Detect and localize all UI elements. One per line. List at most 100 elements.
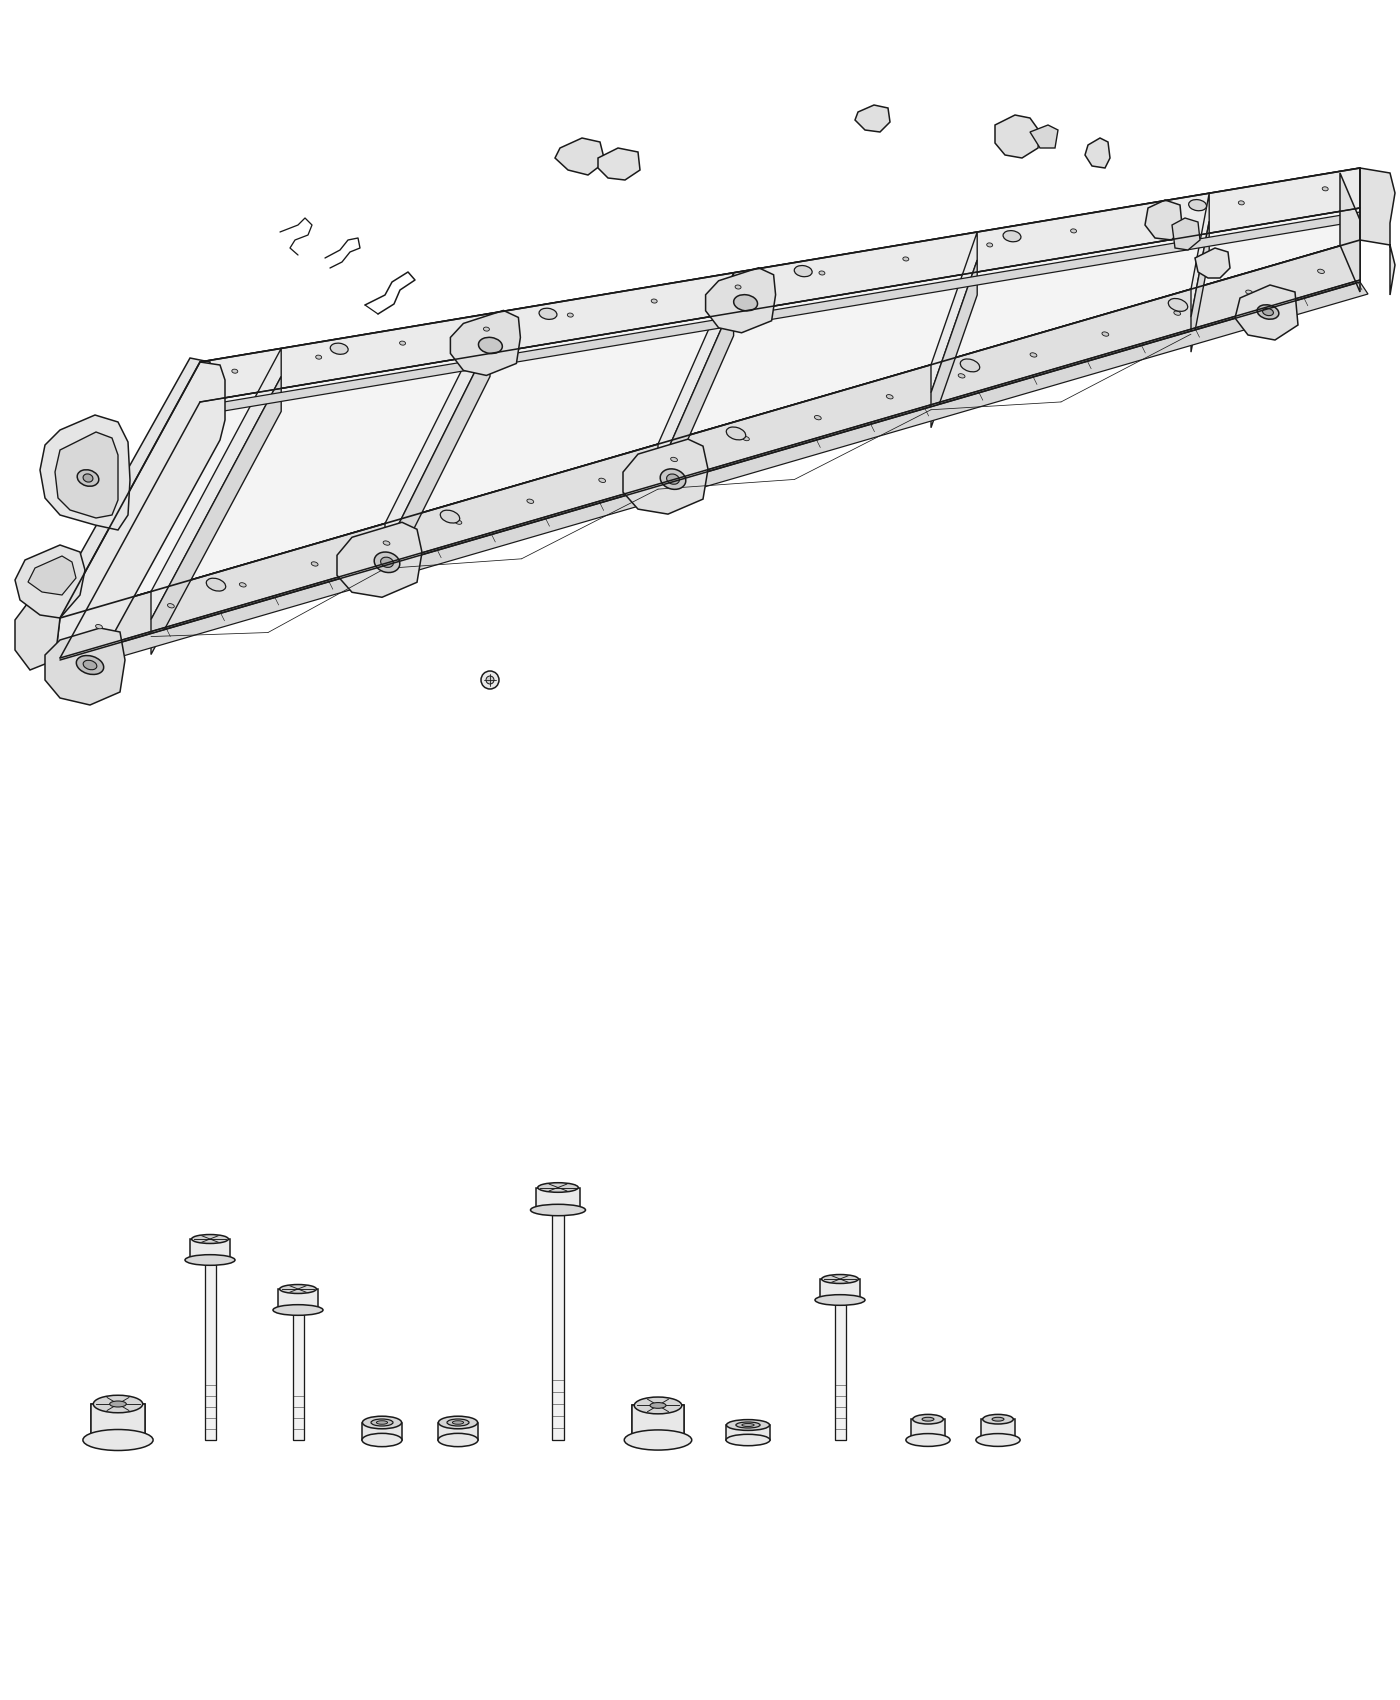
Ellipse shape <box>634 1397 682 1414</box>
Ellipse shape <box>666 474 679 484</box>
Ellipse shape <box>206 578 225 592</box>
Ellipse shape <box>1322 187 1329 190</box>
Polygon shape <box>200 212 1366 415</box>
Ellipse shape <box>381 558 393 568</box>
Ellipse shape <box>455 520 462 524</box>
Ellipse shape <box>1189 199 1207 211</box>
Ellipse shape <box>94 1396 143 1413</box>
Polygon shape <box>1145 201 1182 240</box>
Polygon shape <box>200 168 1359 401</box>
Ellipse shape <box>727 1435 770 1445</box>
Ellipse shape <box>363 1433 402 1447</box>
Polygon shape <box>363 1423 402 1440</box>
Ellipse shape <box>983 1414 1014 1425</box>
Polygon shape <box>1340 173 1359 292</box>
Ellipse shape <box>77 656 104 675</box>
Polygon shape <box>151 376 281 654</box>
Ellipse shape <box>661 469 686 490</box>
Polygon shape <box>1191 194 1210 318</box>
Polygon shape <box>28 556 76 595</box>
Ellipse shape <box>599 478 606 483</box>
Ellipse shape <box>913 1414 944 1425</box>
Ellipse shape <box>83 1430 153 1450</box>
Polygon shape <box>536 1188 580 1210</box>
Ellipse shape <box>239 583 246 586</box>
Ellipse shape <box>624 1430 692 1450</box>
Ellipse shape <box>815 1295 865 1306</box>
Polygon shape <box>60 168 1359 619</box>
Circle shape <box>486 677 494 683</box>
Bar <box>293 1311 304 1440</box>
Bar <box>204 1260 216 1440</box>
Ellipse shape <box>447 1420 469 1426</box>
Ellipse shape <box>734 294 757 311</box>
Polygon shape <box>598 148 640 180</box>
Polygon shape <box>931 260 977 428</box>
Ellipse shape <box>440 510 459 524</box>
Ellipse shape <box>958 374 965 377</box>
Ellipse shape <box>1246 291 1253 294</box>
Polygon shape <box>451 311 521 376</box>
Polygon shape <box>1235 286 1298 340</box>
Ellipse shape <box>976 1433 1021 1447</box>
Ellipse shape <box>987 243 993 246</box>
Ellipse shape <box>371 1420 393 1426</box>
Ellipse shape <box>567 313 573 318</box>
Polygon shape <box>151 348 281 619</box>
Polygon shape <box>279 1289 318 1311</box>
Polygon shape <box>855 105 890 133</box>
Ellipse shape <box>1173 311 1180 314</box>
Ellipse shape <box>650 1402 666 1408</box>
Ellipse shape <box>1239 201 1245 206</box>
Ellipse shape <box>384 541 391 546</box>
Ellipse shape <box>819 270 825 275</box>
Ellipse shape <box>1155 214 1161 219</box>
Ellipse shape <box>651 299 657 303</box>
Polygon shape <box>385 313 490 551</box>
Ellipse shape <box>1002 231 1021 241</box>
Polygon shape <box>15 588 60 670</box>
Bar <box>552 1210 564 1440</box>
Ellipse shape <box>727 1420 770 1430</box>
Polygon shape <box>337 522 421 597</box>
Polygon shape <box>931 231 977 393</box>
Ellipse shape <box>923 1418 934 1421</box>
Polygon shape <box>385 342 490 586</box>
Ellipse shape <box>311 561 318 566</box>
Ellipse shape <box>727 427 746 440</box>
Ellipse shape <box>538 1183 578 1192</box>
Polygon shape <box>60 282 1368 672</box>
Ellipse shape <box>886 394 893 400</box>
Circle shape <box>482 672 498 688</box>
Polygon shape <box>1191 221 1210 352</box>
Ellipse shape <box>77 469 99 486</box>
Polygon shape <box>995 116 1040 158</box>
Polygon shape <box>45 627 125 705</box>
Ellipse shape <box>280 1285 316 1294</box>
Polygon shape <box>1172 218 1200 250</box>
Polygon shape <box>554 138 605 175</box>
Polygon shape <box>911 1420 945 1440</box>
Ellipse shape <box>1263 308 1274 316</box>
Ellipse shape <box>399 342 406 345</box>
Ellipse shape <box>374 552 400 573</box>
Polygon shape <box>623 439 708 513</box>
Ellipse shape <box>903 257 909 262</box>
Ellipse shape <box>438 1416 477 1428</box>
Ellipse shape <box>330 343 349 354</box>
Polygon shape <box>60 240 1359 658</box>
Ellipse shape <box>109 1401 126 1408</box>
Ellipse shape <box>168 604 174 609</box>
Ellipse shape <box>736 1421 760 1428</box>
Polygon shape <box>981 1420 1015 1440</box>
Polygon shape <box>631 1406 685 1440</box>
Ellipse shape <box>192 1234 228 1243</box>
Polygon shape <box>55 432 118 518</box>
Ellipse shape <box>1317 269 1324 274</box>
Ellipse shape <box>185 1255 235 1265</box>
Ellipse shape <box>794 265 812 277</box>
Bar <box>834 1300 846 1440</box>
Polygon shape <box>41 415 130 530</box>
Ellipse shape <box>83 474 92 483</box>
Ellipse shape <box>95 624 102 629</box>
